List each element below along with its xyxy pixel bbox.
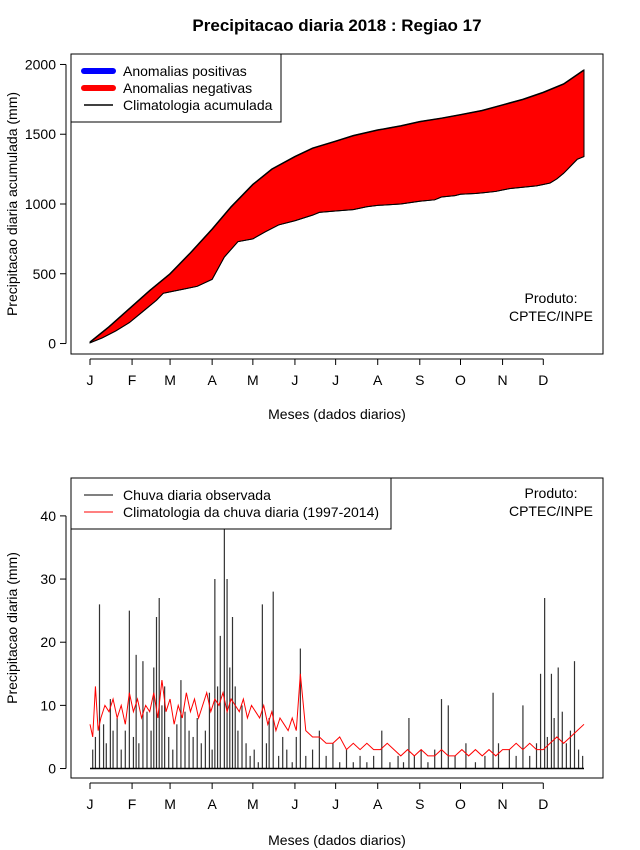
x-tick-label: A xyxy=(373,372,383,388)
y-axis-label-bottom: Precipitacao diaria (mm) xyxy=(4,552,20,704)
chart-title: Precipitacao diaria 2018 : Regiao 17 xyxy=(192,16,481,35)
y-tick-label: 20 xyxy=(40,634,56,650)
x-tick-label: S xyxy=(415,372,424,388)
legend-label-climatology: Climatologia acumulada xyxy=(123,97,273,113)
accumulated-lines xyxy=(89,69,585,344)
x-tick-label: J xyxy=(87,372,94,388)
x-tick-label: F xyxy=(128,796,137,812)
x-tick-label: N xyxy=(498,372,508,388)
legend-bottom: Chuva diaria observada Climatologia da c… xyxy=(70,477,392,530)
legend-top: Anomalias positivas Anomalias negativas … xyxy=(70,53,282,123)
credit-line-1-bottom: Produto: xyxy=(525,485,578,501)
x-tick-label: D xyxy=(538,796,548,812)
y-tick-label: 0 xyxy=(48,336,56,352)
x-tick-label: A xyxy=(207,796,217,812)
x-tick-label: J xyxy=(291,796,298,812)
y-axis-top: 0 500 1000 1500 2000 xyxy=(25,56,67,352)
x-axis-label-top: Meses (dados diarios) xyxy=(268,406,406,422)
y-tick-label: 2000 xyxy=(25,56,56,72)
x-tick-label: M xyxy=(247,796,259,812)
x-tick-label: M xyxy=(164,796,176,812)
y-axis-bottom: 0 10 20 30 40 xyxy=(40,508,67,777)
x-axis-label-bottom: Meses (dados diarios) xyxy=(268,832,406,848)
x-tick-label: J xyxy=(332,796,339,812)
x-tick-label: F xyxy=(128,372,137,388)
observed-daily-bars xyxy=(90,528,584,770)
observed-accumulated-line xyxy=(89,156,585,344)
x-tick-label: M xyxy=(164,372,176,388)
accumulated-precipitation-panel: 0 500 1000 1500 2000 J F M A M J J A S O N D Meses (dad… xyxy=(4,53,604,422)
x-tick-label: A xyxy=(207,372,217,388)
y-tick-label: 30 xyxy=(40,571,56,587)
x-tick-label: A xyxy=(373,796,383,812)
climatology-daily-line xyxy=(89,673,585,757)
y-tick-label: 500 xyxy=(33,266,57,282)
x-tick-label: J xyxy=(87,796,94,812)
x-tick-label: J xyxy=(291,372,298,388)
legend-label-positive: Anomalias positivas xyxy=(123,63,247,79)
x-tick-label: S xyxy=(415,796,424,812)
y-axis-label-top: Precipitacao diaria acumulada (mm) xyxy=(4,92,20,316)
legend-label-observed: Chuva diaria observada xyxy=(123,487,271,503)
plot-frame-top xyxy=(70,53,604,355)
y-tick-label: 40 xyxy=(40,508,56,524)
daily-precipitation-panel: 0 10 20 30 40 J F M A M J J A S O N D Meses (dados diar… xyxy=(4,477,604,848)
y-tick-label: 10 xyxy=(40,697,56,713)
credit-line-2-bottom: CPTEC/INPE xyxy=(509,503,593,519)
legend-box-bottom xyxy=(70,477,392,530)
y-tick-label: 0 xyxy=(48,761,56,777)
x-tick-label: M xyxy=(247,372,259,388)
x-tick-label: O xyxy=(455,372,466,388)
x-tick-label: J xyxy=(332,372,339,388)
climatology-accumulated-line xyxy=(89,69,585,343)
y-tick-label: 1000 xyxy=(25,196,56,212)
x-tick-label: D xyxy=(538,372,548,388)
climatology-daily-line xyxy=(89,673,585,757)
x-tick-label: O xyxy=(455,796,466,812)
credit-line-2-top: CPTEC/INPE xyxy=(509,308,593,324)
legend-label-climatology-daily: Climatologia da chuva diaria (1997-2014) xyxy=(123,504,379,520)
legend-label-negative: Anomalias negativas xyxy=(123,80,252,96)
y-tick-label: 1500 xyxy=(25,126,56,142)
x-tick-label: N xyxy=(498,796,508,812)
credit-line-1-top: Produto: xyxy=(525,290,578,306)
